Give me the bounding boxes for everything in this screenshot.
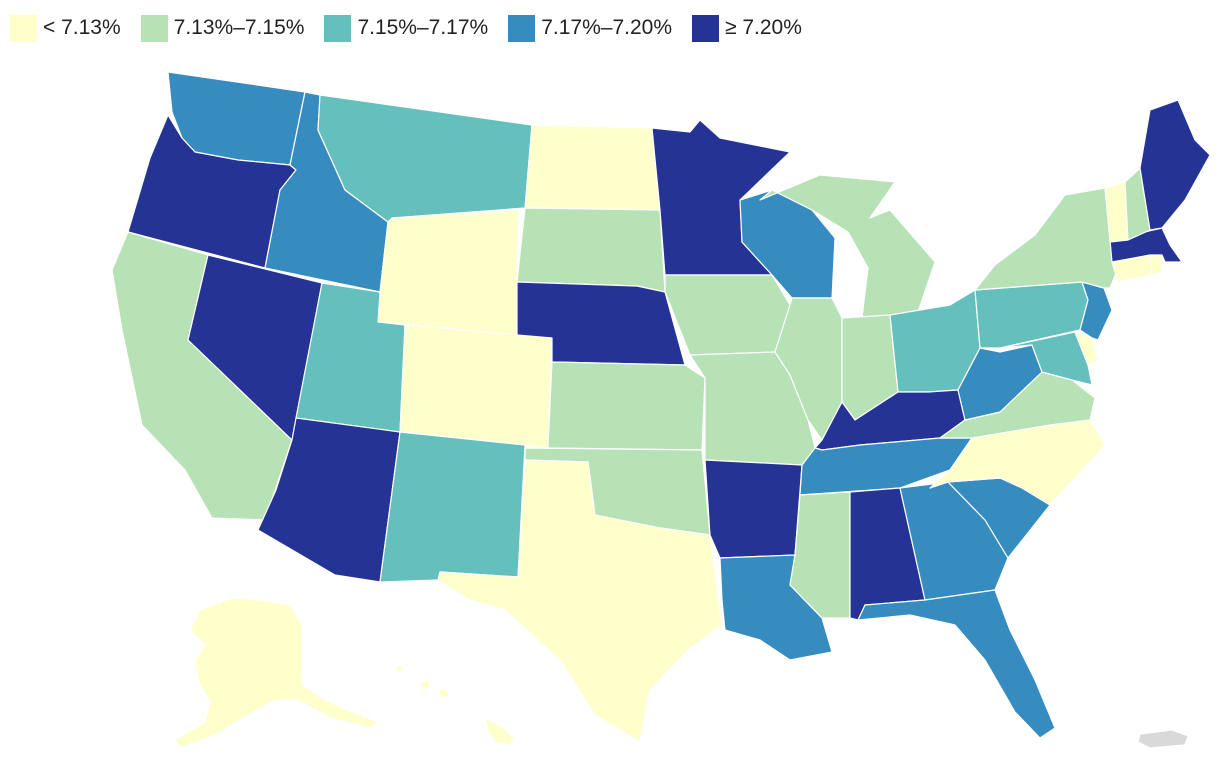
state-AK: [174, 597, 379, 749]
state-ND: [524, 124, 661, 211]
state-NJ: [1079, 281, 1113, 341]
state-SD: [516, 207, 666, 293]
legend-label: 7.17%–7.20%: [541, 16, 672, 39]
state-NY: [974, 187, 1119, 291]
legend-swatch: [324, 14, 352, 42]
state-NC: [929, 419, 1106, 506]
state-AR: [704, 459, 803, 559]
legend-swatch: [140, 14, 168, 42]
legend-item: 7.15%–7.17%: [324, 14, 489, 42]
state-KS: [547, 361, 706, 451]
state-IL: [774, 297, 843, 441]
legend-swatch: [10, 14, 37, 42]
state-DE: [1074, 331, 1099, 366]
state-TX: [437, 459, 723, 743]
state-ME: [1139, 99, 1211, 231]
legend-swatch: [508, 14, 536, 42]
legend-label: 7.15%–7.17%: [357, 16, 489, 39]
legend-item: < 7.13%: [10, 14, 121, 42]
legend-item: 7.17%–7.20%: [508, 14, 672, 42]
state-IA: [664, 274, 791, 356]
state-HI: [394, 664, 516, 746]
legend-item: ≥ 7.20%: [692, 14, 802, 42]
legend-item: 7.13%–7.15%: [140, 14, 305, 42]
state-FL: [857, 589, 1056, 739]
legend-label: ≥ 7.20%: [725, 16, 802, 39]
state-PR: [1137, 729, 1189, 749]
legend-swatch: [692, 14, 719, 42]
legend-label: 7.13%–7.15%: [173, 16, 305, 39]
state-NM: [379, 431, 526, 583]
state-WY: [377, 209, 519, 336]
state-RI: [1149, 254, 1163, 276]
state-CO: [399, 324, 553, 449]
legend: < 7.13% 7.13%–7.15% 7.15%–7.17% 7.17%–7.…: [10, 12, 802, 44]
legend-label: < 7.13%: [43, 16, 121, 39]
